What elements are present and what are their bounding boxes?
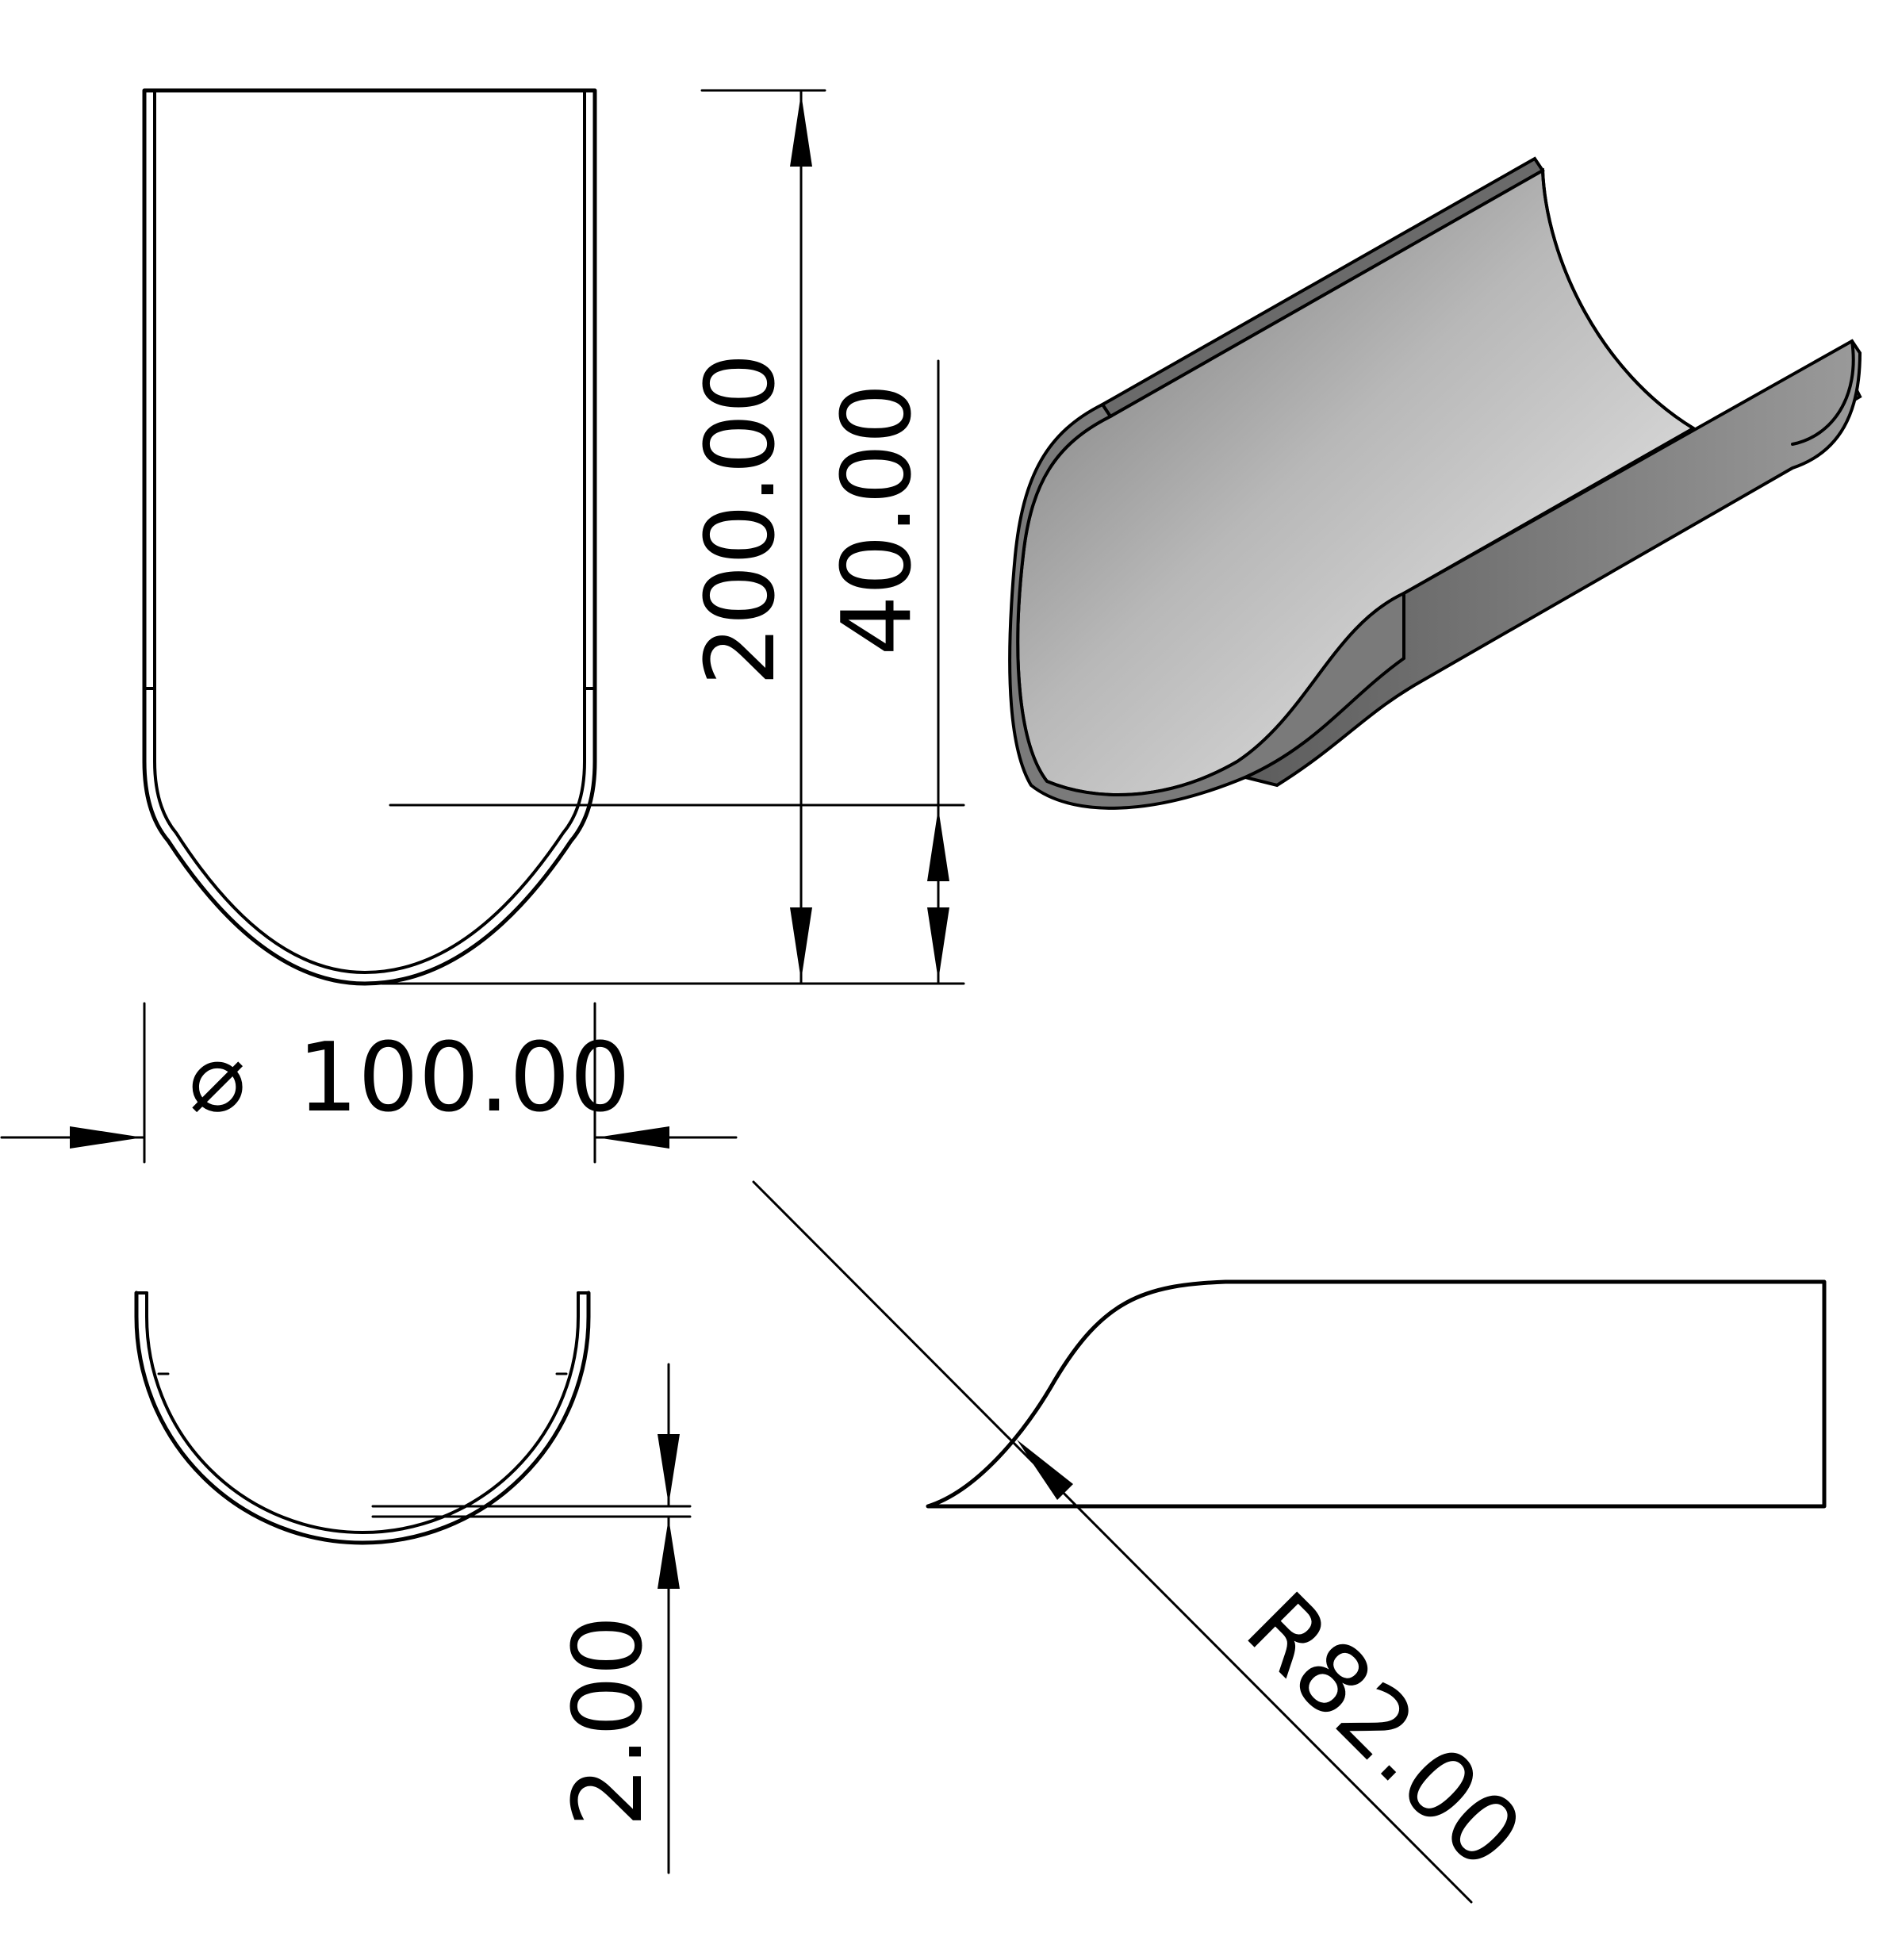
dimension-text-radius: R82.00 bbox=[1225, 1572, 1542, 1889]
top-view-inner-outline bbox=[153, 89, 586, 974]
radius-leader-line bbox=[752, 1180, 1473, 1904]
radius-arrowhead bbox=[1017, 1440, 1073, 1500]
arrowhead-40-up bbox=[927, 808, 949, 881]
dimension-text-40: 40.00 bbox=[822, 383, 933, 656]
dimension-radius: R82.00 bbox=[752, 1180, 1543, 1904]
end-view bbox=[134, 1291, 591, 1545]
arrowhead-thickness-up bbox=[658, 1518, 680, 1589]
side-view-outline bbox=[926, 1279, 1827, 1509]
iso-end-arc bbox=[1541, 169, 1695, 430]
arrowhead-down bbox=[790, 907, 812, 980]
arrowhead-thickness-down bbox=[658, 1434, 680, 1505]
arrowhead-right bbox=[596, 1126, 669, 1149]
dimension-text-thickness: 2.00 bbox=[554, 1615, 664, 1827]
top-view-outer-outline bbox=[142, 88, 597, 986]
dimension-text-diameter: 100.00 bbox=[297, 1023, 631, 1133]
dimension-40: 40.00 bbox=[389, 359, 965, 985]
end-view-inner-arc bbox=[145, 1291, 580, 1534]
dimension-text-200: 200.00 bbox=[686, 353, 796, 686]
iso-side-wall bbox=[1240, 339, 1862, 788]
side-view bbox=[926, 1279, 1827, 1509]
dimension-200: 200.00 bbox=[381, 89, 965, 985]
dimension-diameter: ⌀ 100.00 bbox=[0, 1002, 738, 1164]
arrowhead-up bbox=[790, 94, 812, 167]
diameter-symbol: ⌀ bbox=[189, 1023, 246, 1133]
arrowhead-left bbox=[70, 1126, 143, 1149]
iso-end-arc-outer bbox=[1791, 339, 1855, 446]
end-view-outer-arc bbox=[134, 1291, 591, 1545]
arrowhead-40-down bbox=[927, 907, 949, 980]
isometric-view bbox=[1008, 156, 1862, 810]
top-view bbox=[142, 88, 597, 986]
dimension-thickness: 2.00 bbox=[371, 1363, 692, 1874]
